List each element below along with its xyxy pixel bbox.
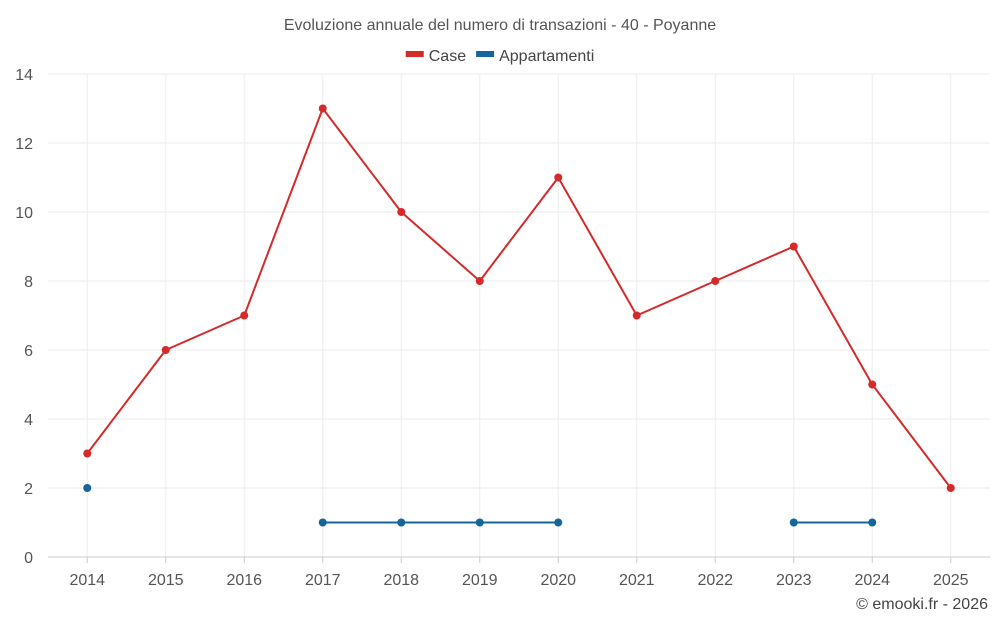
data-point[interactable] bbox=[789, 518, 798, 527]
legend-swatch bbox=[405, 51, 424, 57]
x-tick-label: 2024 bbox=[854, 572, 890, 589]
series-layer bbox=[83, 104, 955, 527]
y-tick-label: 0 bbox=[24, 550, 33, 567]
y-tick-label: 12 bbox=[15, 136, 33, 153]
data-point[interactable] bbox=[397, 518, 406, 527]
series-line bbox=[86, 107, 952, 489]
legend-label: Case bbox=[429, 48, 466, 65]
legend-label: Appartamenti bbox=[499, 48, 594, 65]
data-point[interactable] bbox=[475, 518, 484, 527]
data-point[interactable] bbox=[868, 380, 877, 389]
data-point[interactable] bbox=[475, 277, 484, 285]
x-tick-label: 2017 bbox=[305, 572, 341, 589]
x-tick-label: 2015 bbox=[148, 572, 184, 589]
data-point[interactable] bbox=[240, 311, 249, 320]
series-0 bbox=[83, 104, 955, 492]
legend-swatch bbox=[476, 51, 495, 57]
axes: 0 2 4 6 8 10 12 14 2014 2015 2016 2017 2018 2019 2020 2… bbox=[15, 67, 990, 589]
data-point[interactable] bbox=[318, 518, 327, 527]
data-point[interactable] bbox=[161, 346, 170, 354]
y-tick-label: 8 bbox=[24, 274, 33, 291]
data-point[interactable] bbox=[554, 173, 563, 182]
legend: Case Appartamenti bbox=[405, 48, 594, 65]
x-tick-label: 2019 bbox=[462, 572, 498, 589]
data-point[interactable] bbox=[83, 484, 92, 492]
y-tick-label: 6 bbox=[24, 343, 33, 360]
grid bbox=[48, 73, 990, 557]
x-tick-label: 2022 bbox=[697, 572, 733, 589]
y-tick-label: 14 bbox=[15, 67, 33, 84]
y-tick-label: 10 bbox=[15, 205, 33, 222]
x-tick-label: 2021 bbox=[619, 572, 655, 589]
x-tick-label: 2016 bbox=[226, 572, 262, 589]
x-tick-label: 2023 bbox=[776, 572, 812, 589]
y-tick-label: 2 bbox=[24, 481, 33, 498]
data-point[interactable] bbox=[83, 449, 92, 458]
x-tick-label: 2020 bbox=[540, 572, 576, 589]
data-point[interactable] bbox=[318, 104, 327, 113]
y-tick-label: 4 bbox=[24, 412, 33, 429]
x-tick-label: 2025 bbox=[933, 572, 969, 589]
data-point[interactable] bbox=[554, 518, 563, 527]
data-point[interactable] bbox=[711, 277, 720, 285]
x-tick-label: 2014 bbox=[69, 572, 105, 589]
x-tick-label: 2018 bbox=[383, 572, 419, 589]
series-1 bbox=[83, 484, 877, 527]
data-point[interactable] bbox=[632, 311, 641, 320]
data-point[interactable] bbox=[946, 484, 955, 492]
data-point[interactable] bbox=[868, 518, 877, 527]
chart-title: Evoluzione annuale del numero di transaz… bbox=[284, 17, 716, 34]
credit-text: © emooki.fr - 2026 bbox=[856, 596, 988, 613]
data-point[interactable] bbox=[397, 208, 406, 216]
data-point[interactable] bbox=[789, 242, 798, 251]
